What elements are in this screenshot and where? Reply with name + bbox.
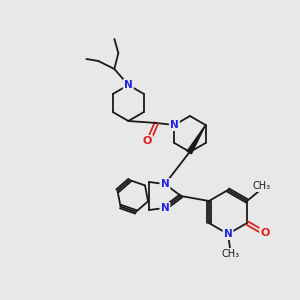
Text: N: N <box>160 179 169 189</box>
Text: N: N <box>170 120 179 130</box>
Text: N: N <box>124 80 133 90</box>
Polygon shape <box>187 125 206 154</box>
Text: O: O <box>143 136 152 146</box>
Text: CH₃: CH₃ <box>253 181 271 191</box>
Text: N: N <box>224 229 232 239</box>
Text: CH₃: CH₃ <box>222 249 240 259</box>
Text: O: O <box>260 228 270 238</box>
Text: N: N <box>160 203 169 213</box>
